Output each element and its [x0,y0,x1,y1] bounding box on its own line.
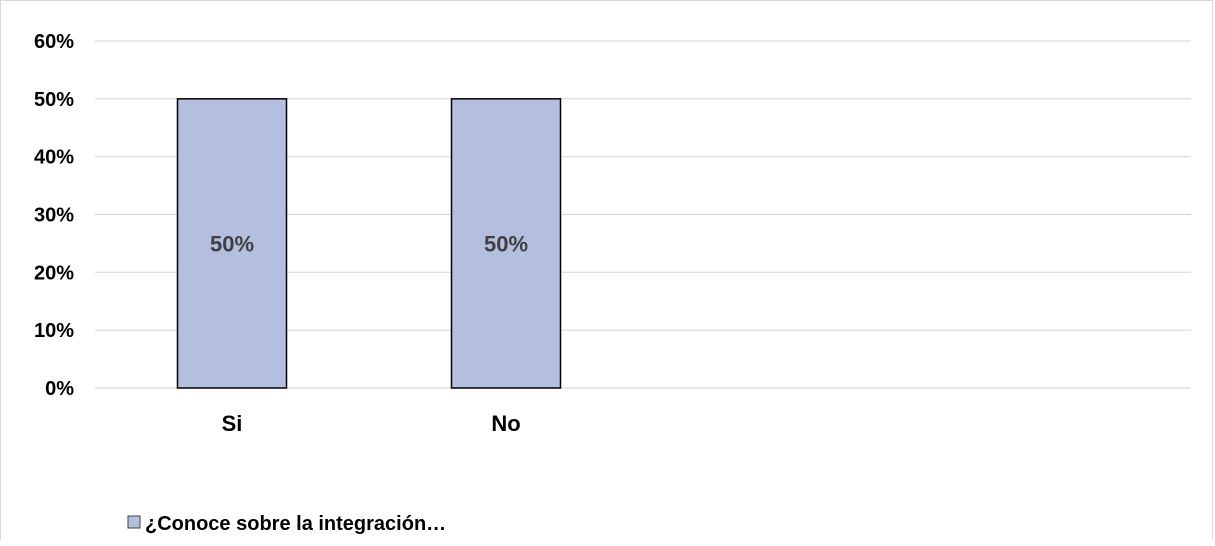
bar-no [450,98,562,389]
data-labels: 50% 50% [210,231,528,256]
x-axis-category-labels: Si No [222,411,521,436]
y-tick-label: 50% [34,89,74,111]
category-label: Si [222,411,243,436]
y-tick-label: 30% [34,205,74,227]
data-label: 50% [210,231,254,256]
y-tick-label: 0% [45,378,74,400]
bar-si [176,98,288,389]
data-label: 50% [484,231,528,256]
legend: ¿Conoce sobre la integración… [127,513,446,535]
legend-entry: ¿Conoce sobre la integración… [145,513,446,535]
y-tick-label: 60% [34,31,74,53]
y-tick-label: 10% [34,320,74,342]
category-label: No [491,411,520,436]
y-axis-tick-labels: 0% 10% 20% 30% 40% 50% 60% [34,31,74,400]
y-tick-label: 20% [34,262,74,284]
legend-swatch [127,515,141,529]
y-tick-label: 40% [34,147,74,169]
bars [176,98,562,389]
